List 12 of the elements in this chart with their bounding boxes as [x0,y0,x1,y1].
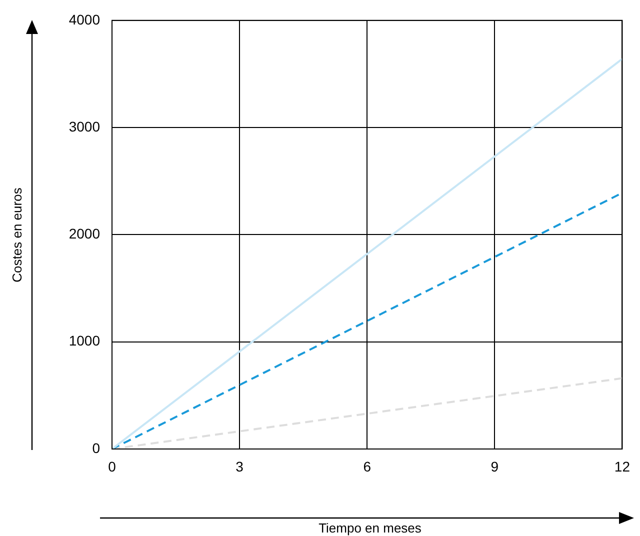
y-tick-label: 1000 [68,332,100,349]
y-axis-title: Costes en euros [10,188,24,282]
x-tick-label: 0 [108,458,116,474]
x-axis-title: Tiempo en meses [318,520,422,536]
y-tick-label: 0 [92,440,100,456]
x-tick-label: 6 [363,458,372,474]
x-tick-label: 9 [490,458,499,474]
y-tick-label: 2000 [68,226,100,242]
y-tick-label: 3000 [68,118,100,134]
x-tick-label: 12 [614,458,630,474]
y-tick-label: 4000 [68,11,100,28]
x-tick-label: 3 [236,458,244,474]
